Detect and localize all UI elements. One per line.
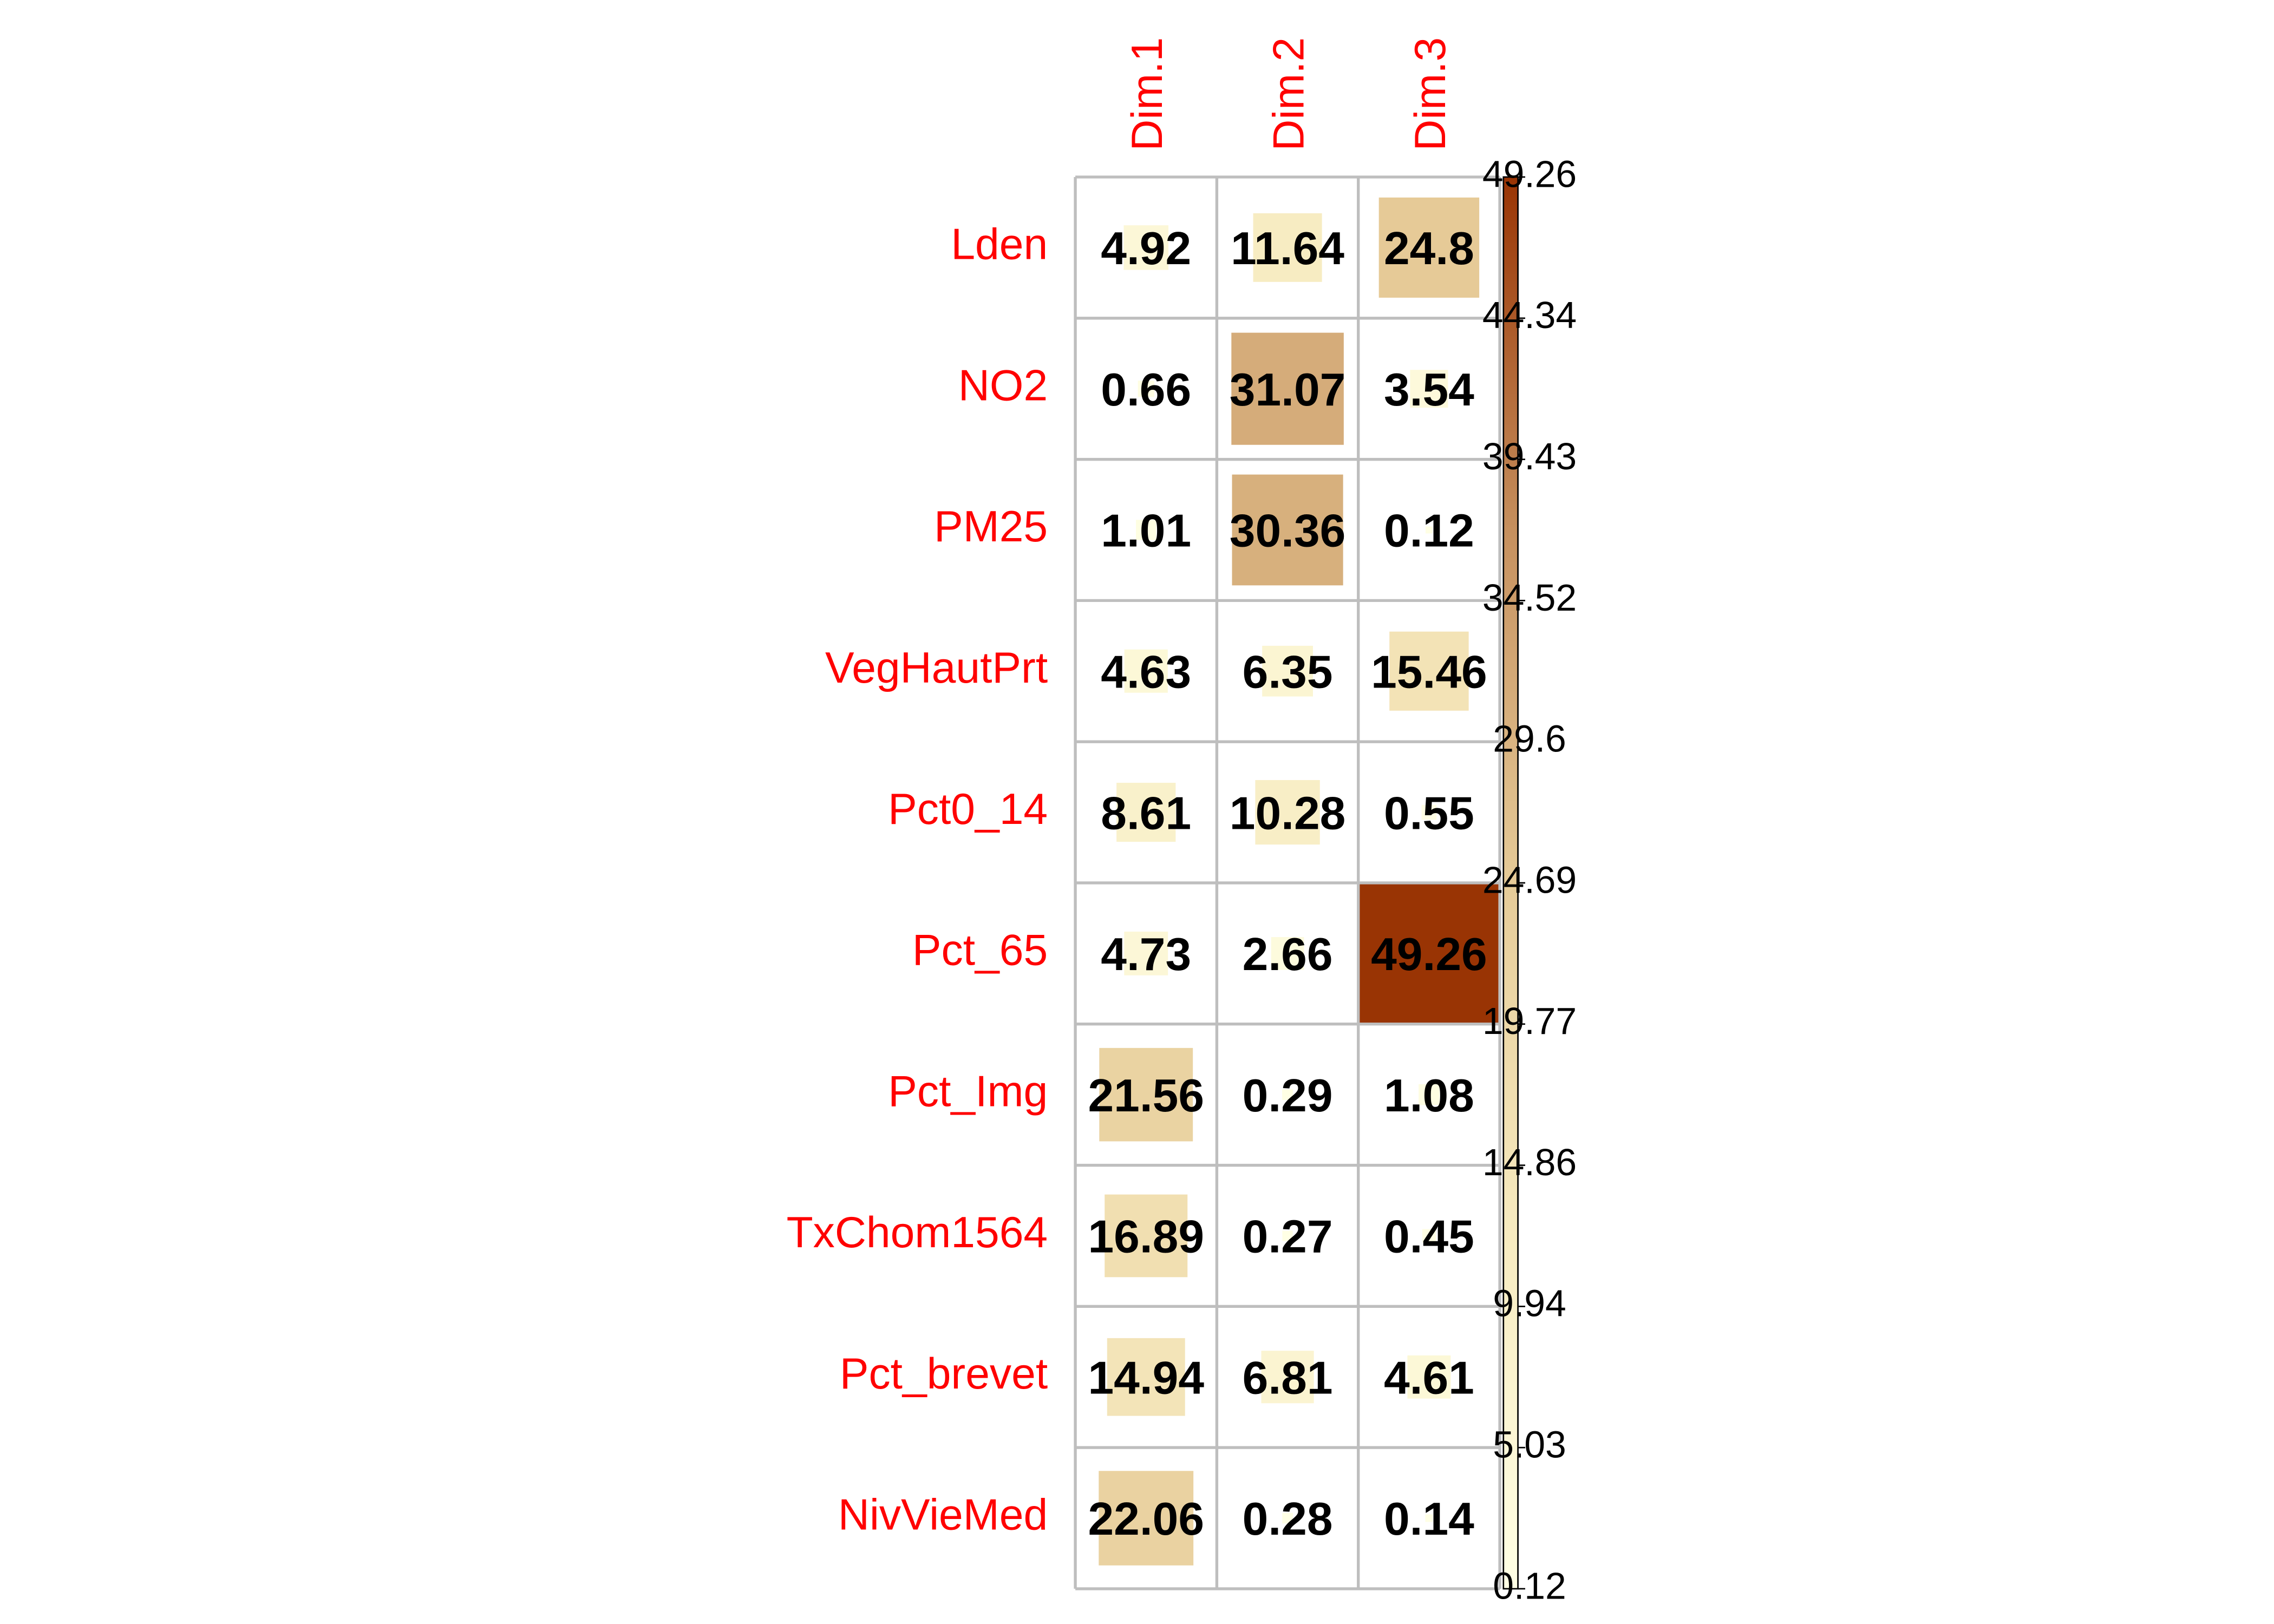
value-square: [1419, 1084, 1440, 1105]
row-label: VegHautPrt: [825, 644, 1048, 692]
cell-value-labels: 4.92 11.64 24.8 0.66 31.07 3.54 1.01 30.36 0.12 4…: [1088, 222, 1487, 1545]
cell-value-label: 30.36: [1230, 505, 1346, 557]
value-square: [1425, 526, 1433, 534]
value-square: [1099, 1471, 1194, 1566]
column-labels: Dim.1 Dim.2 Dim.3: [1123, 37, 1455, 151]
value-square: [1282, 1512, 1293, 1524]
value-square: [1231, 332, 1344, 445]
cell-value-label: 49.26: [1371, 928, 1487, 980]
cell-value-label: 0.27: [1243, 1211, 1333, 1263]
grid-lines: [1074, 175, 1501, 1590]
color-legend: 49.26 44.34 39.43 34.52 29.6 24.69 19.77 14.86 9…: [1482, 153, 1577, 1607]
cell-value-label: 0.55: [1384, 787, 1474, 839]
cell-value-label: 0.45: [1384, 1211, 1474, 1263]
value-square: [1358, 882, 1500, 1024]
color-bar: [1502, 176, 1519, 1590]
color-bar-tick-label: 14.86: [1482, 1141, 1577, 1183]
cell-value-label: 0.29: [1243, 1070, 1333, 1122]
row-label: Pct_Img: [888, 1067, 1048, 1116]
value-square: [1255, 780, 1320, 845]
color-bar-tick-label: 19.77: [1482, 1000, 1577, 1042]
cell-value-label: 2.66: [1243, 928, 1333, 980]
value-square: [1378, 197, 1480, 298]
value-square: [1271, 937, 1304, 970]
value-square: [1261, 1351, 1314, 1404]
cell-value-label: 11.64: [1231, 222, 1344, 274]
cell-value-label: 4.92: [1101, 222, 1191, 274]
row-label: NO2: [958, 361, 1048, 410]
value-square: [1253, 213, 1322, 282]
cell-value-label: 10.28: [1230, 787, 1346, 839]
value-square: [1421, 804, 1437, 820]
value-square: [1124, 931, 1168, 975]
cell-value-label: 0.28: [1243, 1493, 1333, 1545]
cell-value-label: 6.35: [1243, 646, 1333, 698]
row-labels: Lden NO2 PM25 VegHautPrt Pct0_14 Pct_65 Pct_Im…: [787, 220, 1048, 1540]
value-square: [1099, 1047, 1193, 1142]
color-bar-tick-label: 9.94: [1493, 1282, 1566, 1325]
color-bar-tick-label: 44.34: [1482, 294, 1577, 336]
cell-value-label: 6.81: [1243, 1352, 1333, 1404]
cell-value-label: 4.63: [1101, 646, 1191, 698]
value-square: [1262, 645, 1313, 697]
color-bar-tick-label: 39.43: [1482, 435, 1577, 477]
color-bar-tick-label: 34.52: [1482, 577, 1577, 619]
cell-value-label: 1.01: [1101, 505, 1191, 557]
color-bar-tick-label: 49.26: [1482, 153, 1577, 195]
value-squares: [1099, 197, 1500, 1566]
value-square: [1389, 631, 1469, 711]
row-label: Pct_brevet: [840, 1350, 1048, 1398]
value-square: [1282, 1230, 1293, 1241]
cell-value-label: 8.61: [1101, 787, 1191, 839]
cell-value-label: 14.94: [1088, 1352, 1204, 1404]
value-square: [1282, 1089, 1293, 1101]
cell-value-label: 16.89: [1088, 1211, 1204, 1263]
column-label: Dim.3: [1406, 37, 1455, 151]
cell-value-label: 15.46: [1371, 646, 1487, 698]
cell-value-label: 0.14: [1384, 1493, 1474, 1545]
row-label: NivVieMed: [838, 1491, 1048, 1540]
cell-value-label: 24.8: [1384, 222, 1474, 274]
column-label: Dim.1: [1123, 37, 1172, 151]
cell-value-label: 22.06: [1088, 1493, 1204, 1545]
value-square: [1105, 1194, 1188, 1278]
cell-value-label: 21.56: [1088, 1070, 1204, 1122]
color-bar-tick-label: 5.03: [1493, 1424, 1566, 1466]
color-bar-tick-label: 29.6: [1493, 718, 1566, 760]
value-square: [1107, 1338, 1185, 1416]
cell-value-label: 31.07: [1230, 364, 1346, 416]
row-label: Pct0_14: [888, 785, 1048, 834]
value-square: [1425, 1514, 1433, 1522]
value-square: [1124, 649, 1168, 693]
cell-value-label: 4.73: [1101, 928, 1191, 980]
cell-value-label: 0.12: [1384, 505, 1474, 557]
row-label: Pct_65: [912, 926, 1048, 975]
value-square: [1410, 370, 1448, 408]
cell-value-label: 3.54: [1384, 364, 1474, 416]
value-square: [1123, 225, 1169, 270]
value-square: [1422, 1229, 1436, 1243]
cell-value-label: 4.61: [1384, 1352, 1474, 1404]
color-bar-tick-label: 0.12: [1493, 1564, 1566, 1607]
value-square: [1138, 381, 1154, 397]
color-bar-tick-label: 24.69: [1482, 859, 1577, 901]
value-square: [1407, 1355, 1451, 1399]
value-square: [1116, 783, 1176, 842]
value-square: [1232, 474, 1343, 586]
row-label: PM25: [934, 502, 1048, 551]
column-label: Dim.2: [1265, 37, 1314, 151]
value-square: [1136, 520, 1156, 540]
row-label: Lden: [951, 220, 1048, 269]
cell-value-label: 1.08: [1384, 1070, 1474, 1122]
row-label: TxChom1564: [787, 1208, 1048, 1257]
cell-value-label: 0.66: [1101, 364, 1191, 416]
